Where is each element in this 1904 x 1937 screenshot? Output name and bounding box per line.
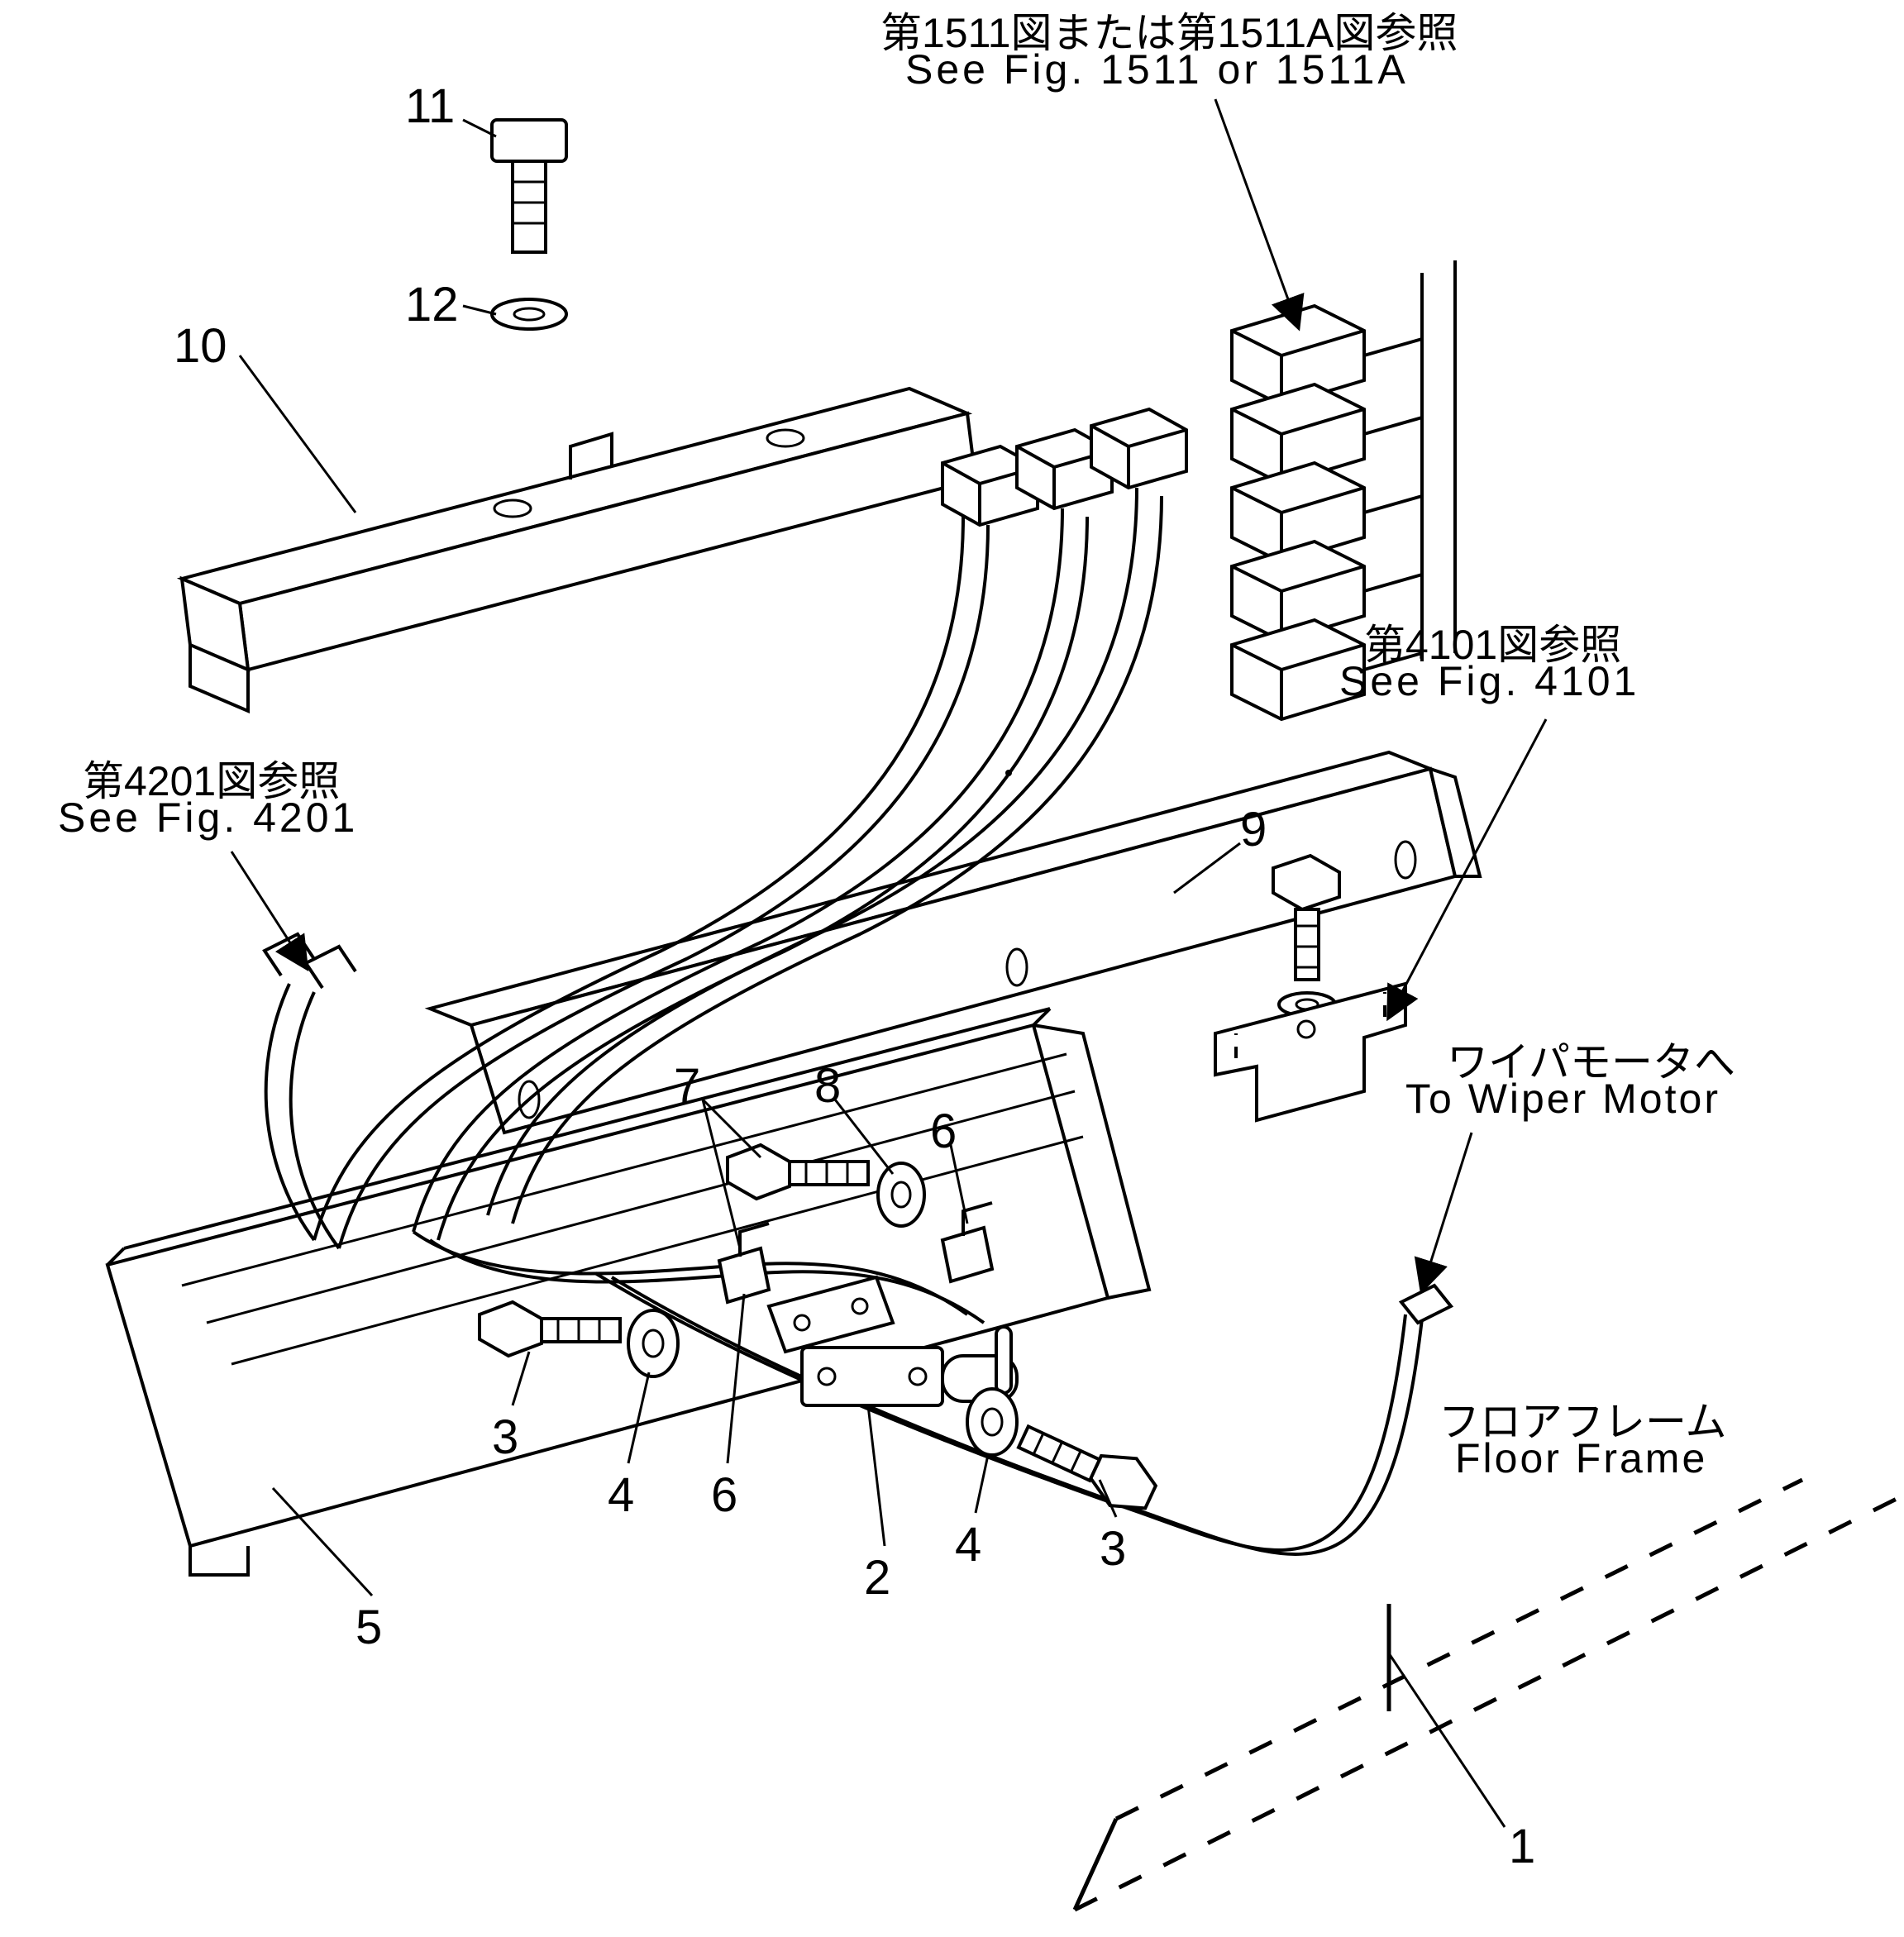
three-plugs: [942, 409, 1186, 525]
callout-9: 9: [1240, 802, 1267, 857]
washer-4-left: [628, 1310, 678, 1376]
diagram-svg: [0, 0, 1904, 1937]
bolt-3-right: [1013, 1411, 1163, 1520]
callout-11: 11: [405, 79, 455, 134]
callout-5: 5: [356, 1600, 382, 1655]
diagram-stage: 第1511図または第1511A図参照 See Fig. 1511 or 1511…: [0, 0, 1904, 1937]
callout-7: 7: [674, 1058, 700, 1114]
washer-8: [878, 1163, 924, 1226]
callout-4a: 4: [608, 1467, 634, 1523]
wiper-en: To Wiper Motor: [1405, 1075, 1720, 1123]
callout-2: 2: [864, 1550, 890, 1605]
floor-en: Floor Frame: [1455, 1434, 1707, 1482]
callout-4b: 4: [955, 1517, 981, 1572]
callout-12: 12: [405, 277, 459, 332]
ref4101-en: See Fig. 4101: [1339, 657, 1639, 705]
washer-4-right: [967, 1389, 1017, 1455]
callout-6a: 6: [930, 1104, 957, 1159]
callout-6b: 6: [711, 1467, 737, 1523]
floor-frame: [1075, 1480, 1902, 1910]
callout-8: 8: [814, 1058, 841, 1114]
bolt-11: [492, 120, 566, 252]
washer-12: [492, 299, 566, 329]
callout-3a: 3: [492, 1410, 518, 1465]
callout-1: 1: [1509, 1819, 1535, 1874]
callout-3b: 3: [1100, 1521, 1126, 1577]
callout-10: 10: [174, 318, 227, 374]
ref4201-en: See Fig. 4201: [58, 794, 358, 842]
ref1511-en: See Fig. 1511 or 1511A: [905, 45, 1409, 93]
